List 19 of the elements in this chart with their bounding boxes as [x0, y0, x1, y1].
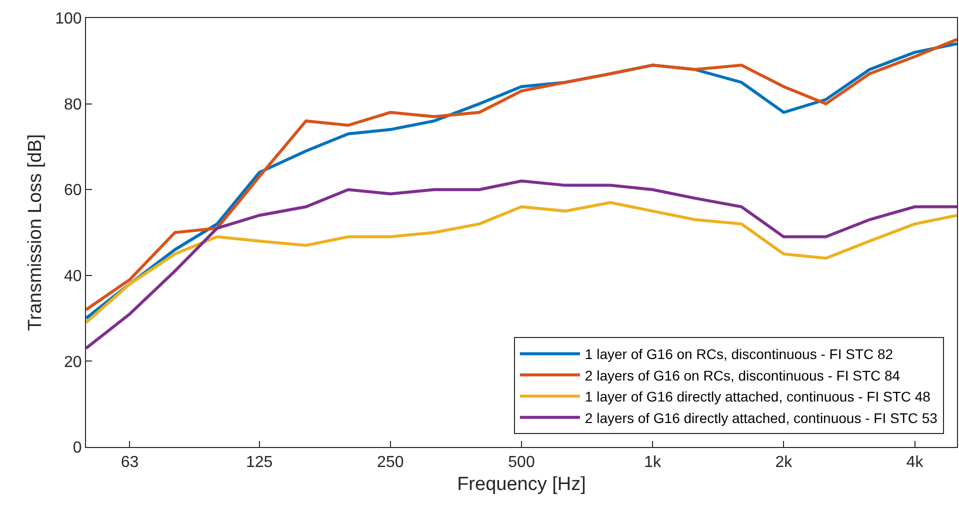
y-tick-label: 100 — [55, 10, 82, 28]
x-axis-title: Frequency [Hz] — [457, 474, 586, 495]
x-tick-label: 125 — [246, 454, 273, 472]
y-tick-label: 20 — [64, 354, 82, 371]
legend-label: 2 layers of G16 directly attached, continuous - FI STC 53 — [584, 410, 938, 426]
x-tick-label: 500 — [508, 454, 535, 472]
legend-label: 2 layers of G16 on RCs, discontinuous - FI STC 84 — [584, 367, 900, 384]
x-tick-label: 63 — [120, 454, 139, 472]
legend-label: 1 layer of G16 directly attached, continuous - FI STC 48 — [584, 388, 931, 405]
y-tick-label: 60 — [64, 182, 82, 200]
y-tick-label: 40 — [64, 268, 82, 285]
y-axis-title: Transmission Loss [dB] — [24, 134, 46, 331]
x-tick-label: 2k — [775, 454, 794, 472]
y-tick-label: 80 — [64, 96, 82, 114]
x-tick-label: 4k — [906, 454, 924, 472]
y-tick-label: 0 — [72, 440, 82, 457]
x-tick-label: 250 — [377, 454, 404, 472]
x-tick-label: 1k — [644, 454, 662, 472]
legend-label: 1 layer of G16 on RCs, discontinuous - FI STC 82 — [584, 346, 894, 362]
